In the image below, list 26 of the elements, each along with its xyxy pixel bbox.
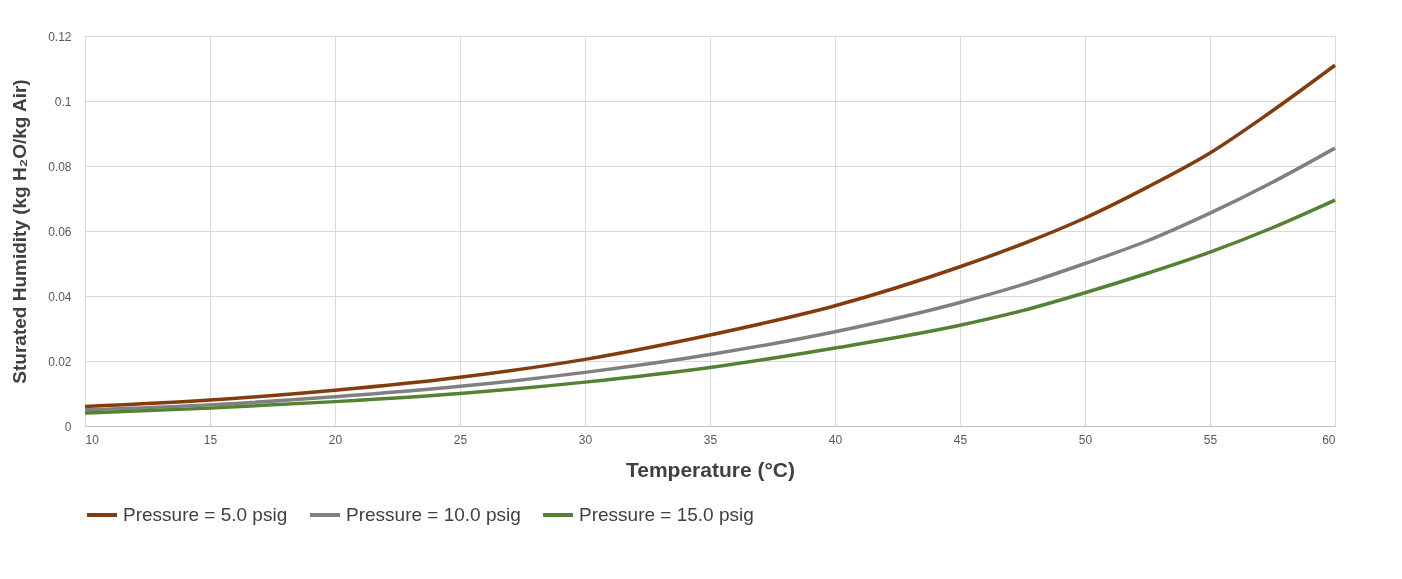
x-tick-label: 25 bbox=[453, 432, 468, 447]
legend-label: Pressure = 5.0 psig bbox=[123, 504, 288, 525]
x-tick-label: 10 bbox=[85, 432, 100, 447]
y-tick-label: 0.08 bbox=[48, 159, 72, 174]
x-tick-label: 35 bbox=[703, 432, 718, 447]
line-series bbox=[83, 63, 1337, 409]
x-tick-label: 60 bbox=[1322, 432, 1336, 447]
y-tick-label: 0.02 bbox=[48, 354, 72, 369]
y-tick-label: 0.12 bbox=[48, 29, 72, 44]
x-tick-label: 45 bbox=[953, 432, 968, 447]
line-series bbox=[83, 146, 1337, 412]
y-tick-label: 0 bbox=[64, 419, 72, 434]
y-tick-label: 0.04 bbox=[48, 289, 72, 304]
y-tick-label: 0.1 bbox=[54, 94, 72, 109]
x-tick-label: 30 bbox=[578, 432, 593, 447]
x-tick-label: 50 bbox=[1078, 432, 1093, 447]
x-tick-label: 20 bbox=[328, 432, 343, 447]
x-tick-label: 55 bbox=[1203, 432, 1218, 447]
y-axis-title: Sturated Humidity (kg H₂O/kg Air) bbox=[9, 79, 31, 384]
line-series bbox=[83, 198, 1337, 415]
legend-label: Pressure = 10.0 psig bbox=[346, 504, 521, 525]
y-tick-label: 0.06 bbox=[48, 224, 72, 239]
legend-label: Pressure = 15.0 psig bbox=[579, 504, 754, 525]
x-axis-title: Temperature (°C) bbox=[625, 457, 796, 481]
x-tick-label: 40 bbox=[828, 432, 843, 447]
x-tick-label: 15 bbox=[203, 432, 218, 447]
